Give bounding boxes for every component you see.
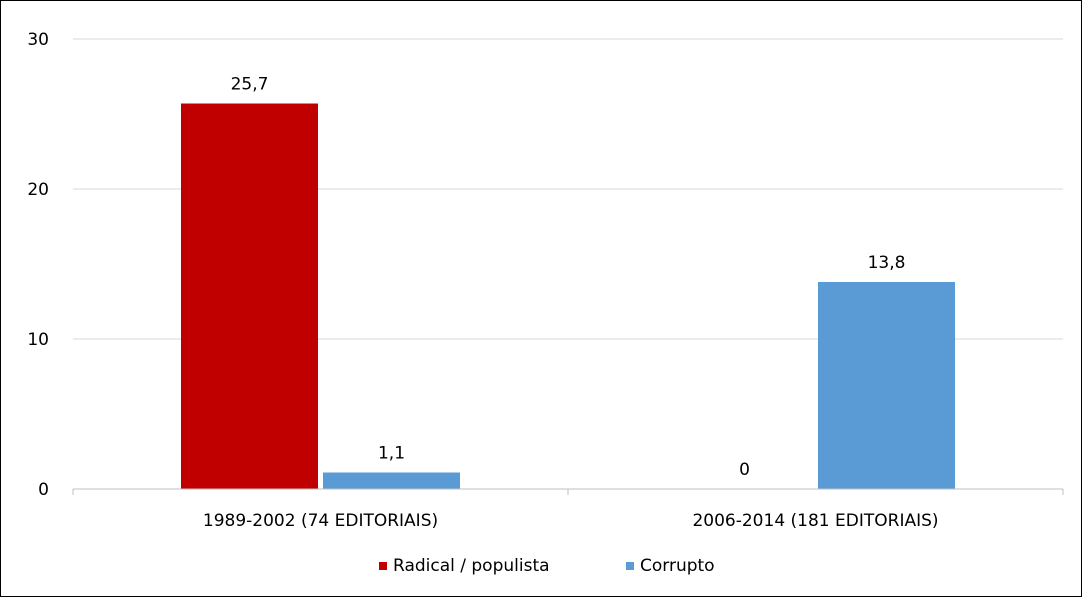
legend-label: Corrupto xyxy=(640,556,715,576)
y-tick-label: 10 xyxy=(27,330,49,350)
bar-radical-populista xyxy=(181,103,318,489)
data-label: 25,7 xyxy=(231,75,269,95)
x-category-label: 2006-2014 (181 EDITORIAIS) xyxy=(692,511,938,531)
data-labels: 25,7 1,1 0 13,8 xyxy=(231,75,906,481)
y-tick-label: 30 xyxy=(27,30,49,50)
x-category-label: 1989-2002 (74 EDITORIAIS) xyxy=(203,511,438,531)
bars xyxy=(181,103,955,489)
legend-swatch xyxy=(626,562,634,570)
y-tick-label: 0 xyxy=(38,480,49,500)
legend-label: Radical / populista xyxy=(393,556,550,576)
legend: Radical / populista Corrupto xyxy=(379,556,715,576)
legend-swatch xyxy=(379,562,387,570)
y-tick-label: 20 xyxy=(27,180,49,200)
bar-corrupto xyxy=(323,472,460,489)
x-axis: 1989-2002 (74 EDITORIAIS) 2006-2014 (181 … xyxy=(72,488,1064,531)
data-label: 1,1 xyxy=(378,444,405,464)
y-axis-ticks: 0 10 20 30 xyxy=(27,30,49,500)
data-label: 13,8 xyxy=(868,253,906,273)
data-label: 0 xyxy=(739,460,750,480)
bar-corrupto xyxy=(818,282,955,489)
